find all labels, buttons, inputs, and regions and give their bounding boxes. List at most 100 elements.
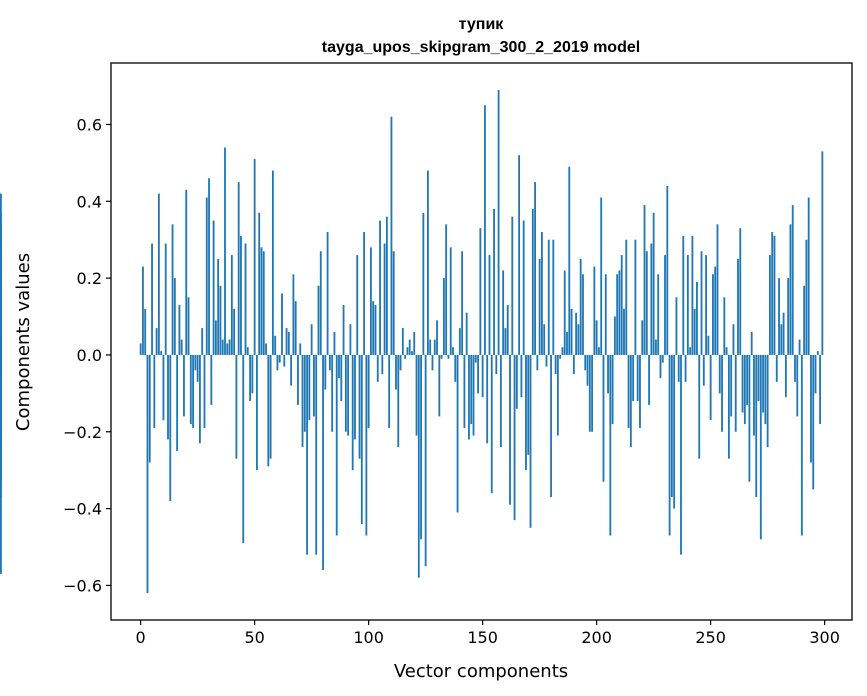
bar <box>568 166 571 355</box>
bar <box>256 354 258 471</box>
bar <box>157 193 160 355</box>
bar <box>789 224 792 355</box>
bar <box>326 232 329 355</box>
bar <box>372 301 375 355</box>
bar <box>271 170 274 355</box>
bar <box>563 270 566 355</box>
bar <box>727 354 730 459</box>
bar <box>750 331 753 355</box>
bar <box>406 347 409 355</box>
bar <box>146 354 149 594</box>
bar <box>246 347 249 355</box>
bar <box>399 354 402 371</box>
bar <box>477 354 479 394</box>
bar <box>616 274 619 355</box>
bar <box>536 354 539 371</box>
x-tick-label: 150 <box>467 628 498 647</box>
bar <box>164 243 167 355</box>
bar <box>192 354 194 428</box>
bar <box>344 354 347 432</box>
bar <box>766 354 769 448</box>
bar <box>313 354 315 417</box>
bar <box>160 351 163 355</box>
bar <box>609 354 612 536</box>
bar <box>495 354 498 375</box>
bar <box>194 354 197 371</box>
bar <box>625 239 628 355</box>
bar <box>670 354 673 498</box>
bar <box>365 354 368 536</box>
bar <box>169 354 172 501</box>
bar <box>805 239 808 355</box>
bar <box>545 354 548 367</box>
bar <box>315 354 318 555</box>
bar <box>547 239 550 355</box>
bar <box>575 312 578 355</box>
bar <box>452 347 454 355</box>
bar <box>456 354 459 513</box>
x-tick-label: 300 <box>809 628 840 647</box>
bar <box>388 354 391 428</box>
y-tick-label: 0.6 <box>77 115 102 134</box>
bar <box>235 354 238 459</box>
bar <box>269 354 272 459</box>
bar <box>520 354 523 398</box>
bar <box>285 328 288 355</box>
x-tick-label: 0 <box>136 628 146 647</box>
bar <box>648 354 650 405</box>
bar <box>668 354 671 536</box>
bar <box>643 205 646 355</box>
bar <box>424 354 427 567</box>
bar <box>666 185 669 355</box>
bar <box>618 270 621 355</box>
bar <box>691 235 694 355</box>
bar <box>746 354 749 405</box>
bar <box>800 354 803 536</box>
bar <box>709 354 712 421</box>
bar <box>139 343 142 355</box>
bar <box>714 266 717 355</box>
bar <box>201 328 204 355</box>
bar <box>244 243 247 355</box>
y-tick-label: −0.4 <box>63 500 102 519</box>
bar <box>814 354 817 394</box>
bar <box>791 205 794 355</box>
bar <box>340 354 343 402</box>
bar <box>515 354 518 409</box>
bar <box>354 354 356 440</box>
bar <box>395 354 397 390</box>
bar <box>810 354 812 463</box>
bar <box>262 251 265 355</box>
y-tick-label: −0.2 <box>63 423 102 442</box>
bar <box>620 255 623 355</box>
y-axis-ticks: −0.6 −0.4 −0.2 0.0 0.2 0.4 0.6 <box>63 115 111 595</box>
bar <box>251 354 254 394</box>
bar <box>762 354 764 413</box>
bar <box>240 235 242 355</box>
y-axis-label: Components values <box>13 253 34 431</box>
bar <box>613 316 616 355</box>
bar <box>301 354 304 448</box>
bar <box>420 354 422 540</box>
bar <box>324 354 327 390</box>
bar <box>493 208 495 355</box>
bar <box>322 354 324 571</box>
bar <box>531 208 534 355</box>
bar <box>725 347 728 355</box>
bar <box>468 354 470 440</box>
bar <box>639 354 641 428</box>
bar <box>463 354 466 428</box>
bar <box>281 293 283 355</box>
bar <box>632 354 635 402</box>
bar <box>650 243 653 355</box>
bar <box>474 354 477 363</box>
bar <box>773 235 776 355</box>
bar <box>221 339 224 355</box>
bar <box>812 354 815 490</box>
bar <box>490 354 493 494</box>
bar <box>659 354 662 378</box>
bar <box>572 354 575 375</box>
bar <box>732 324 735 355</box>
bar <box>693 308 696 355</box>
bar <box>689 347 692 355</box>
